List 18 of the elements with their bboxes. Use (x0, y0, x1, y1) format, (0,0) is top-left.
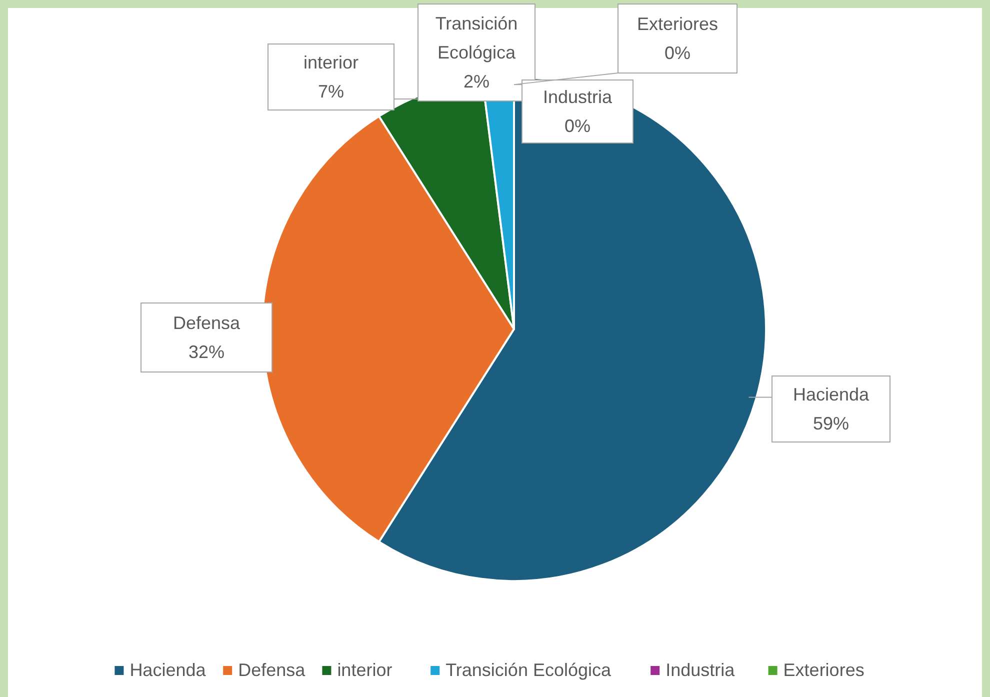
legend-label: Transición Ecológica (446, 660, 612, 680)
slice-label: interior (303, 52, 359, 72)
data-label: 2% (463, 72, 490, 92)
category-label: Exteriores (636, 14, 718, 34)
data-label: 32% (188, 342, 225, 362)
legend-label: Exteriores (783, 660, 864, 680)
slice-label: Defensa (172, 313, 242, 333)
legend-label: Hacienda (130, 660, 207, 680)
text: 0% (664, 43, 691, 63)
legend-label: interior (337, 660, 392, 680)
data-label: 7% (318, 82, 344, 102)
legend-label: Defensa (238, 660, 306, 680)
slice-label: Hacienda (792, 384, 870, 404)
category-label: Industria (666, 660, 735, 680)
data-label: 59% (812, 414, 850, 434)
legend-label: Industria (542, 87, 614, 107)
text: 0% (564, 116, 591, 136)
slice-label: Transición Ecológica (435, 14, 518, 62)
